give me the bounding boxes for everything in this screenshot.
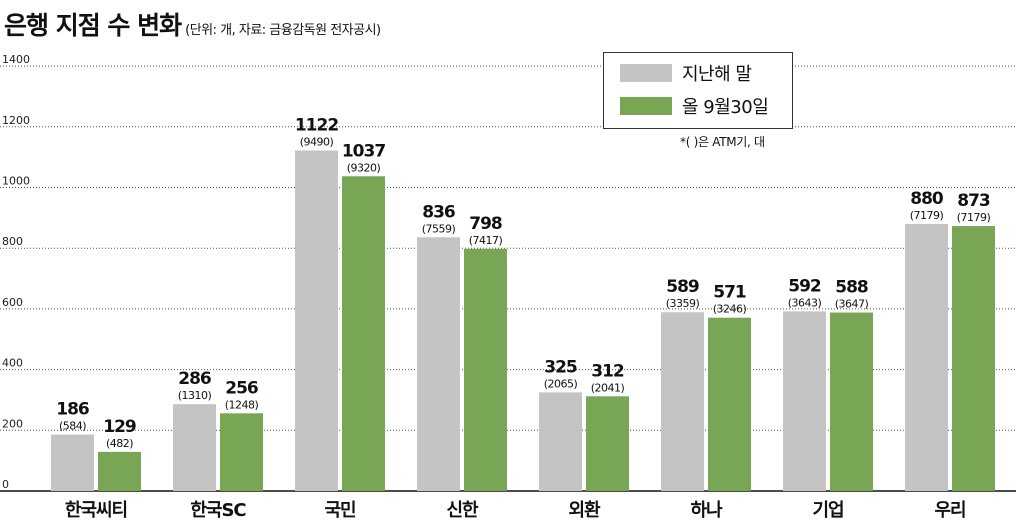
bar-sep30 [464, 248, 507, 491]
bar-sep30 [586, 396, 629, 491]
y-tick-label: 1000 [2, 175, 30, 188]
bar-sep30 [342, 176, 385, 491]
chart-title-sub: (단위: 개, 자료: 금융감독원 전자공시) [185, 23, 381, 38]
x-tick-label: 외환 [568, 499, 601, 521]
bar-sep30 [98, 451, 141, 491]
legend-item-2: 올 9월30일 [620, 94, 769, 118]
data-label: 312 [591, 361, 624, 381]
data-label: 129 [103, 417, 136, 437]
data-label: 592 [788, 276, 821, 296]
legend-label-2: 올 9월30일 [682, 97, 769, 118]
legend-swatch-2 [620, 97, 672, 115]
legend-swatch-1 [620, 64, 672, 82]
data-label: 256 [225, 378, 258, 398]
atm-label: (2041) [591, 381, 625, 394]
atm-label: (584) [59, 420, 86, 433]
bar-sep30 [952, 226, 995, 491]
atm-label: (3643) [788, 296, 822, 309]
legend-item-1: 지난해 말 [620, 61, 752, 85]
atm-label: (2065) [544, 377, 578, 390]
bar-last-year [417, 237, 460, 491]
bar-last-year [661, 312, 704, 491]
data-label: 325 [544, 357, 577, 377]
x-tick-label: 기업 [812, 500, 843, 521]
data-label: 798 [469, 214, 502, 234]
atm-label: (7417) [469, 234, 503, 247]
y-tick-label: 0 [2, 478, 9, 491]
y-tick-label: 800 [2, 235, 23, 248]
data-label: 1037 [342, 141, 385, 161]
chart-title: 은행 지점 수 변화 (단위: 개, 자료: 금융감독원 전자공시) [4, 6, 381, 42]
y-tick-label: 400 [2, 357, 23, 370]
x-tick-label: 국민 [324, 500, 356, 521]
chart-legend: 지난해 말 올 9월30일 [603, 52, 793, 129]
x-tick-label: 신한 [446, 500, 479, 521]
x-tick-label: 한국SC [190, 500, 246, 521]
atm-label: (7179) [910, 209, 944, 222]
data-label: 589 [666, 277, 699, 297]
y-tick-label: 600 [2, 296, 23, 309]
data-label: 286 [178, 369, 211, 389]
y-tick-label: 1400 [2, 53, 30, 66]
atm-label: (9490) [300, 135, 334, 148]
legend-label-1: 지난해 말 [682, 64, 752, 85]
bar-last-year [783, 311, 826, 491]
y-tick-label: 200 [2, 417, 23, 430]
atm-note: *( )은 ATM기, 대 [680, 135, 765, 149]
bar-sep30 [220, 413, 263, 491]
bar-sep30 [830, 312, 873, 491]
atm-label: (1248) [225, 398, 259, 411]
chart-title-main: 은행 지점 수 변화 [4, 11, 182, 40]
bar-last-year [905, 223, 948, 492]
x-tick-label: 우리 [934, 500, 965, 521]
data-label: 186 [56, 400, 89, 420]
data-label: 1122 [295, 115, 338, 135]
data-label: 588 [835, 278, 868, 298]
x-tick-label: 하나 [690, 500, 723, 521]
data-label: 836 [422, 202, 455, 222]
bar-last-year [173, 404, 216, 491]
data-label: 880 [910, 189, 944, 209]
atm-label: (9320) [347, 161, 381, 174]
bar-last-year [539, 392, 582, 491]
bar-sep30 [708, 317, 751, 491]
atm-label: (7559) [422, 222, 456, 235]
data-label: 571 [713, 283, 746, 303]
bar-last-year [51, 434, 94, 491]
atm-label: (3359) [666, 297, 700, 310]
atm-label: (1310) [178, 389, 212, 402]
bar-last-year [295, 150, 338, 491]
y-tick-label: 1200 [2, 114, 30, 127]
data-label: 873 [957, 191, 990, 211]
atm-label: (7179) [957, 211, 991, 224]
atm-label: (3246) [713, 303, 747, 316]
x-tick-label: 한국씨티 [65, 500, 127, 521]
atm-label: (3647) [835, 298, 869, 311]
atm-label: (482) [106, 437, 133, 450]
